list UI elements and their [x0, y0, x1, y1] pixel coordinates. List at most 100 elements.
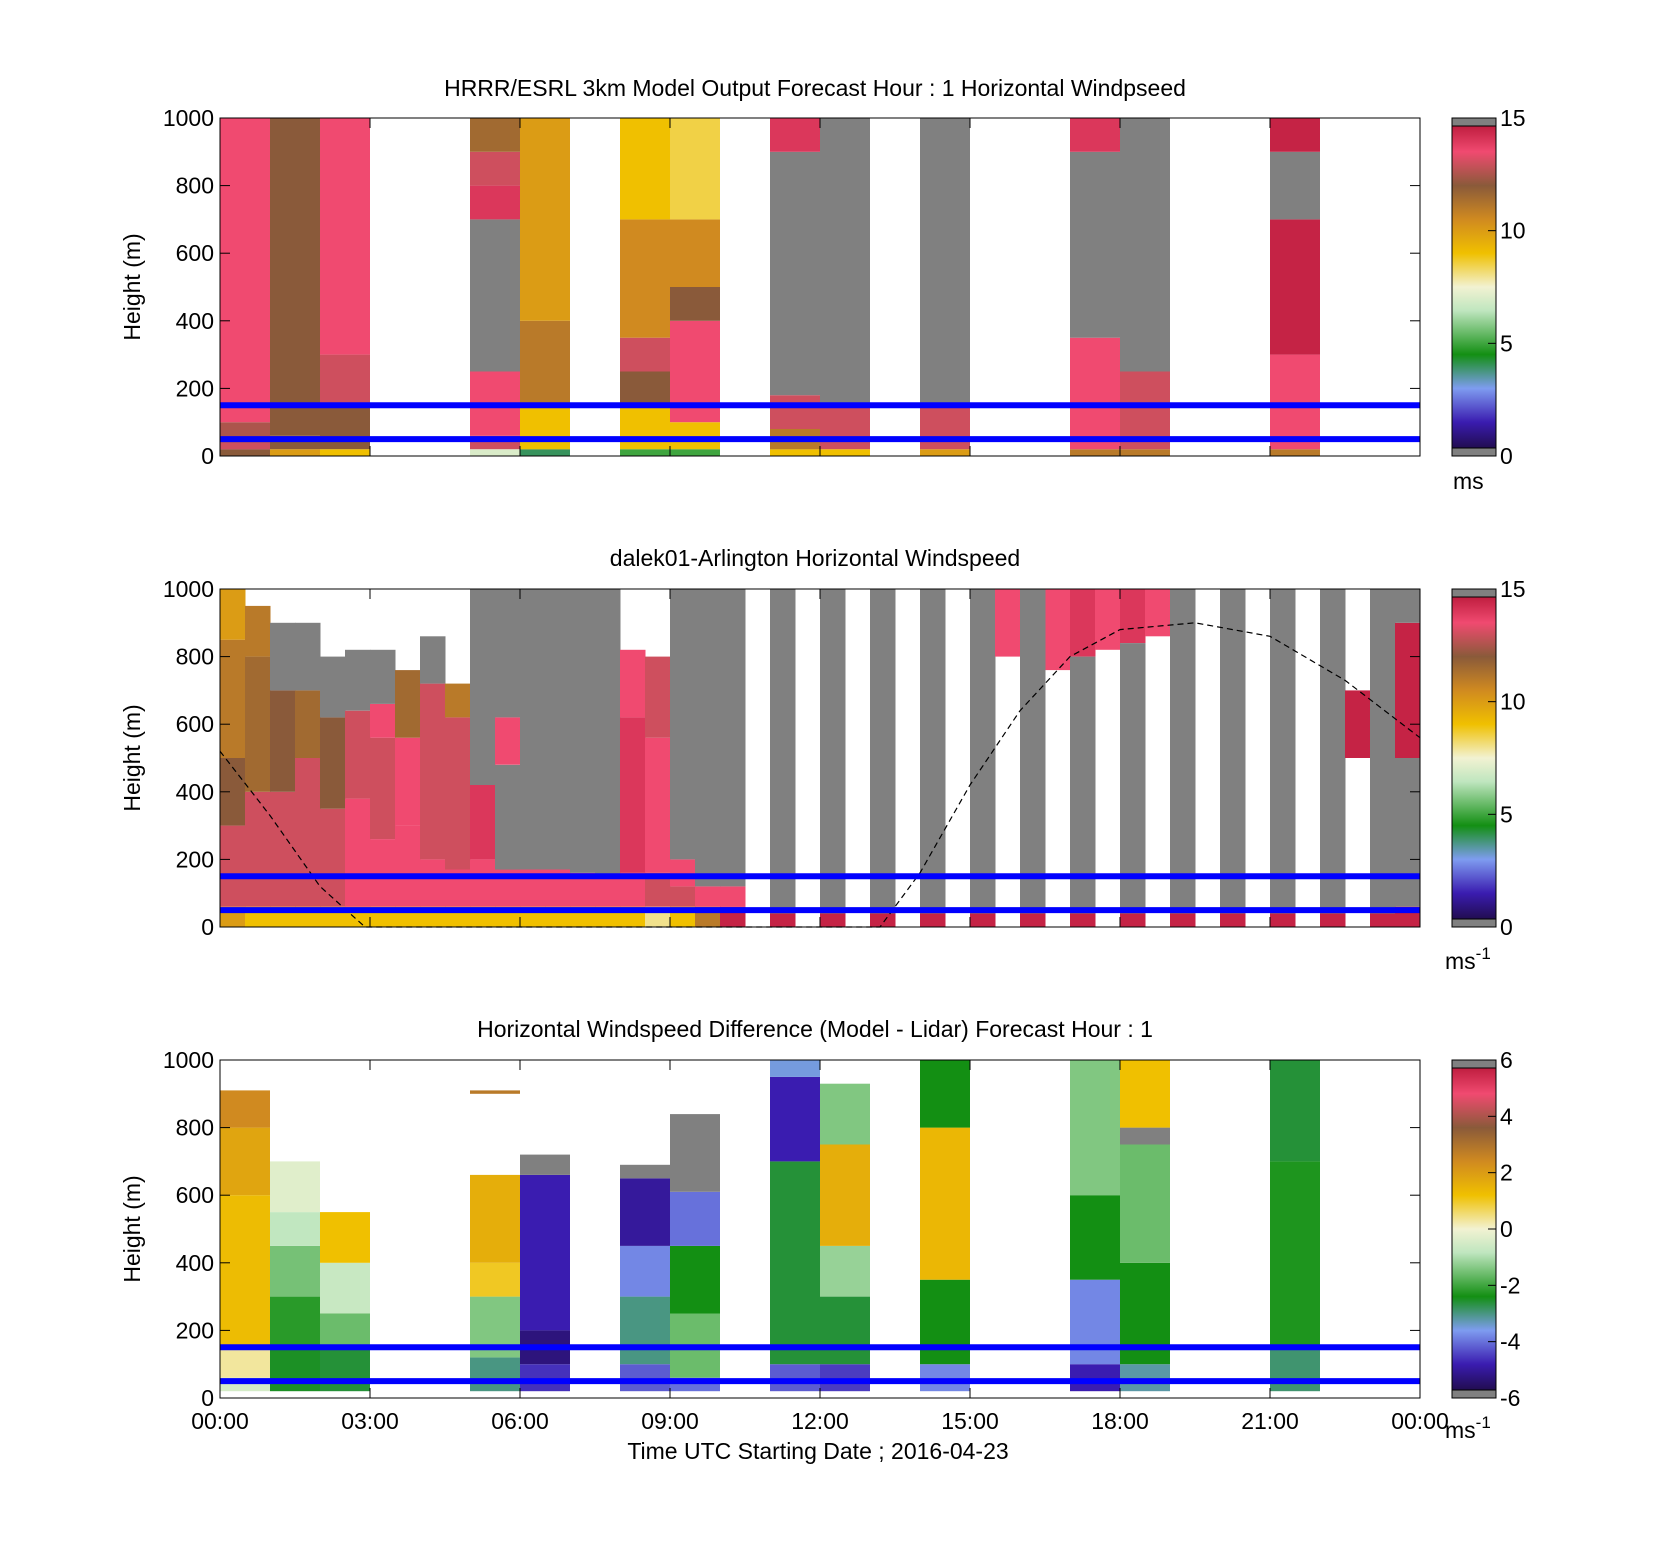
heatmap-cell [295, 758, 321, 907]
heatmap-cell [770, 395, 820, 429]
heatmap-cell [720, 589, 746, 887]
heatmap-cell [1270, 1347, 1320, 1392]
heatmap-cell [370, 839, 396, 907]
panel-difference-ylabel: Height (m) [119, 1175, 145, 1282]
heatmap-cell [1070, 337, 1120, 450]
heatmap-cell [920, 1060, 970, 1128]
heatmap-cell [1370, 589, 1396, 914]
heatmap-cell [920, 1127, 970, 1280]
heatmap-cell [520, 1154, 570, 1175]
heatmap-cell [520, 1174, 570, 1331]
heatmap-cell [1070, 656, 1096, 914]
y-tick-label: 0 [201, 914, 214, 940]
panel-difference-cells [220, 1060, 1320, 1392]
heatmap-cell [470, 118, 520, 152]
panel-difference-title: Horizontal Windspeed Difference (Model -… [477, 1016, 1153, 1042]
heatmap-cell [270, 791, 296, 907]
heatmap-cell [520, 449, 570, 456]
panel-lidar-colorbar-ramp [1451, 588, 1497, 928]
colorbar-tick-label: 5 [1500, 801, 1513, 827]
heatmap-cell [1120, 589, 1146, 644]
y-tick-label: 400 [176, 1250, 214, 1276]
y-tick-label: 1000 [163, 1047, 214, 1073]
panel-lidar: dalek01-Arlington Horizontal Windspeed 0… [119, 545, 1526, 974]
panel-model: HRRR/ESRL 3km Model Output Forecast Hour… [119, 75, 1526, 494]
heatmap-cell [920, 1279, 970, 1365]
y-tick-label: 600 [176, 711, 214, 737]
heatmap-cell [245, 791, 271, 907]
heatmap-cell [920, 1364, 970, 1392]
heatmap-cell [620, 717, 646, 873]
panel-lidar-colorbar-unit: ms-1 [1445, 944, 1491, 974]
colorbar-tick-label: 10 [1500, 218, 1526, 244]
x-tick-label: 21:00 [1241, 1408, 1299, 1434]
heatmap-cell [245, 656, 271, 792]
heatmap-cell [220, 1195, 270, 1348]
heatmap-cell [645, 737, 671, 873]
heatmap-cell [470, 859, 496, 907]
heatmap-cell [1070, 589, 1096, 657]
heatmap-cell [470, 1174, 520, 1263]
heatmap-cell [620, 405, 670, 450]
heatmap-cell [995, 589, 1021, 657]
panel-lidar-reflines [220, 873, 1420, 914]
heatmap-cell [1070, 913, 1096, 927]
heatmap-cell [420, 859, 446, 907]
heatmap-cell [670, 1245, 720, 1314]
panel-model-title: HRRR/ESRL 3km Model Output Forecast Hour… [444, 75, 1186, 101]
heatmap-cell [1020, 589, 1046, 914]
heatmap-cell [1270, 913, 1296, 927]
heatmap-cell [220, 442, 270, 450]
heatmap-cell [1220, 589, 1246, 914]
y-tick-label: 400 [176, 308, 214, 334]
colorbar-tick-label: 5 [1500, 330, 1513, 356]
colorbar-tick-label: 15 [1500, 576, 1526, 602]
heatmap-cell [1120, 1364, 1170, 1392]
colorbar-over-cap [1451, 117, 1497, 127]
heatmap-cell [770, 1161, 820, 1365]
heatmap-cell [820, 449, 870, 456]
colorbar-over-cap [1451, 1059, 1497, 1069]
x-tick-label: 09:00 [641, 1408, 699, 1434]
panel-model-colorbar-ramp [1451, 117, 1497, 457]
heatmap-cell [970, 913, 996, 927]
heatmap-cell [345, 710, 371, 799]
colorbar-tick-label: 15 [1500, 105, 1526, 131]
heatmap-cell [1270, 1161, 1320, 1348]
heatmap-cell [345, 798, 371, 907]
heatmap-cell [245, 605, 271, 657]
heatmap-cell [620, 118, 670, 220]
heatmap-cell [920, 913, 946, 927]
panel-model-colorbar: 0 5 10 15 [1451, 105, 1526, 469]
heatmap-cell [670, 589, 696, 860]
heatmap-cell [220, 589, 246, 640]
heatmap-cell [470, 449, 520, 456]
panel-model-colorbar-unit: ms [1453, 468, 1484, 494]
heatmap-cell [820, 1083, 870, 1145]
heatmap-cell [820, 1245, 870, 1297]
heatmap-cell [270, 1212, 320, 1246]
colorbar-tick-label: -4 [1500, 1329, 1521, 1355]
heatmap-cell [820, 913, 846, 927]
colorbar-under-cap [1451, 447, 1497, 457]
panel-lidar-colorbar-unit-exponent: -1 [1476, 944, 1491, 963]
heatmap-cell [695, 886, 721, 907]
heatmap-cell [270, 1161, 320, 1213]
heatmap-cell [1070, 151, 1120, 338]
y-tick-label: 200 [176, 846, 214, 872]
x-tick-label: 15:00 [941, 1408, 999, 1434]
panel-lidar-cells [220, 589, 1421, 927]
y-tick-label: 200 [176, 375, 214, 401]
heatmap-cell [1120, 643, 1146, 914]
panel-difference: Horizontal Windspeed Difference (Model -… [119, 1016, 1521, 1443]
heatmap-cell [820, 1364, 870, 1392]
heatmap-cell [220, 1090, 270, 1128]
heatmap-cell [320, 1262, 370, 1314]
panel-lidar-boundary-layer-curve [219, 622, 1421, 928]
colorbar-tick-label: 2 [1500, 1160, 1513, 1186]
heatmap-cell [470, 185, 520, 220]
heatmap-cell [670, 1191, 720, 1246]
y-tick-label: 0 [201, 1385, 214, 1411]
heatmap-cell [320, 449, 370, 456]
